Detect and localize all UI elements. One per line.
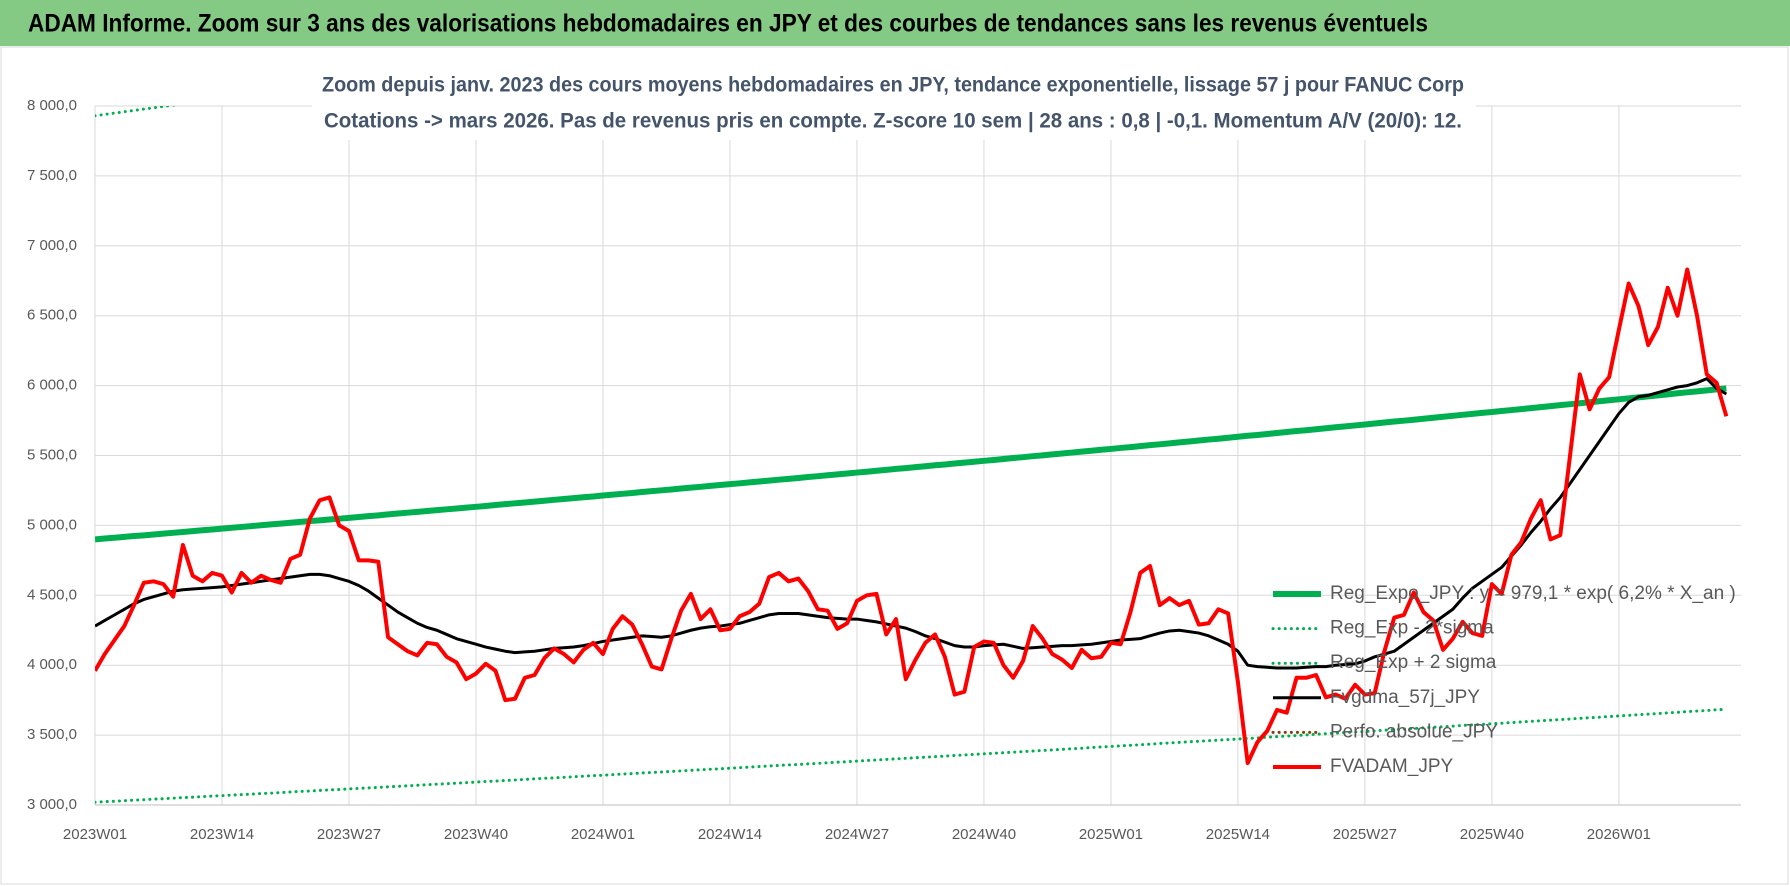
y-tick-label: 4 000,0: [27, 656, 77, 673]
plot-area: 3 000,0 3 500,0 4 000,0 4 500,0 5 000,0 5 500…: [27, 97, 1741, 843]
header-title: ADAM Informe. Zoom sur 3 ans des valoris…: [28, 10, 1428, 38]
x-tick-label: 2023W01: [63, 826, 127, 843]
x-tick-label: 2025W40: [1460, 826, 1524, 843]
legend-label: Perfo. absolue_JPY: [1330, 721, 1498, 742]
y-tick-label: 3 500,0: [27, 726, 77, 743]
y-tick-label: 7 000,0: [27, 237, 77, 254]
y-tick-label: 6 500,0: [27, 307, 77, 324]
chart-subtitle: Cotations -> mars 2026. Pas de revenus p…: [324, 110, 1462, 133]
x-tick-label: 2025W14: [1206, 826, 1270, 843]
legend-label: Reg_Expo_JPY : y = 979,1 * exp( 6,2% * X…: [1330, 583, 1736, 604]
x-tick-label: 2026W01: [1587, 826, 1651, 843]
x-tick-label: 2024W27: [825, 826, 889, 843]
y-tick-label: 7 500,0: [27, 167, 77, 184]
x-tick-label: 2023W14: [190, 826, 254, 843]
legend-label: FVADAM_JPY: [1330, 756, 1454, 777]
legend-label: Reg_Exp - 2*sigma: [1330, 618, 1494, 639]
legend-label: Fvgdma_57j_JPY: [1330, 687, 1480, 708]
legend-label: Reg_Exp + 2 sigma: [1330, 652, 1497, 673]
x-tick-label: 2024W01: [571, 826, 635, 843]
y-tick-label: 5 500,0: [27, 446, 77, 463]
y-tick-label: 6 000,0: [27, 377, 77, 394]
title-box: [312, 70, 1476, 140]
y-tick-label: 8 000,0: [27, 97, 77, 114]
series-line: [95, 707, 1728, 804]
x-tick-label: 2024W40: [952, 826, 1016, 843]
x-tick-label: 2025W27: [1333, 826, 1397, 843]
series-line: [95, 267, 1729, 766]
y-tick-label: 3 000,0: [27, 796, 77, 813]
y-tick-label: 5 000,0: [27, 516, 77, 533]
series-line: [95, 377, 1728, 670]
chart-frame: [0, 46, 1789, 885]
legend: Reg_Expo_JPY : y = 979,1 * exp( 6,2% * X…: [1271, 583, 1736, 777]
chart-title: Zoom depuis janv. 2023 des cours moyens …: [322, 74, 1464, 97]
series-line: [95, 385, 1727, 543]
x-tick-label: 2025W01: [1079, 826, 1143, 843]
x-tick-label: 2023W40: [444, 826, 508, 843]
x-tick-label: 2023W27: [317, 826, 381, 843]
y-tick-label: 4 500,0: [27, 586, 77, 603]
x-tick-label: 2024W14: [698, 826, 762, 843]
header-bar: [0, 0, 1790, 46]
